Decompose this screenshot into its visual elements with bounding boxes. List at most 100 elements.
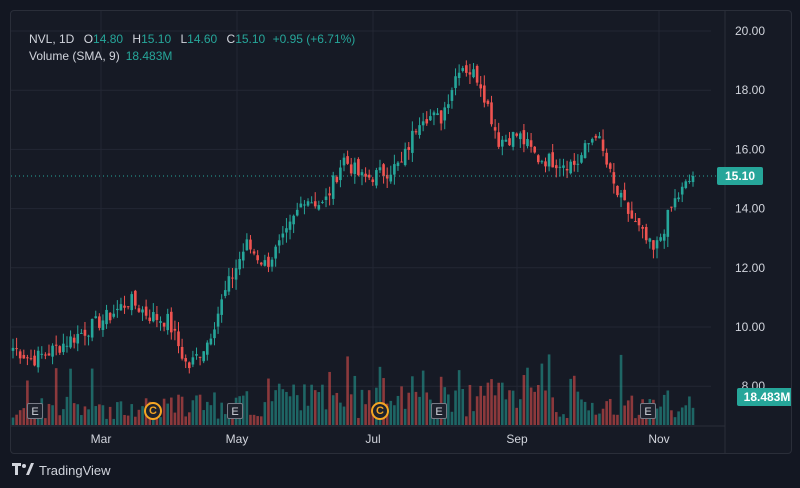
candle-body — [648, 238, 652, 242]
candle-body — [152, 312, 155, 322]
volume-bar — [54, 368, 58, 425]
volume-bar — [508, 390, 511, 425]
volume-bar — [342, 406, 346, 425]
volume-bar — [497, 382, 501, 425]
volume-bar — [529, 387, 533, 425]
volume-bar — [551, 397, 554, 425]
volume-bar — [213, 392, 216, 425]
chart-panel[interactable]: 20.00 18.00 16.00 14.00 12.00 10.00 8.00 Mar May… — [10, 10, 792, 454]
candle-body — [576, 163, 580, 165]
candle-body — [497, 132, 501, 147]
candle-body — [540, 161, 544, 163]
candle-body — [335, 176, 339, 183]
candle-body — [148, 317, 152, 322]
volume-bar — [202, 410, 205, 425]
candle-body — [590, 138, 594, 143]
volume-bar — [465, 416, 468, 425]
candle-body — [44, 354, 47, 356]
candle-body — [33, 355, 36, 366]
candle-body — [51, 345, 54, 357]
volume-bar — [58, 415, 62, 425]
volume-bar — [184, 416, 187, 425]
volume-bar — [72, 403, 76, 425]
volume-bar — [231, 418, 234, 425]
candle-body — [65, 345, 69, 347]
candle-body — [198, 356, 202, 358]
symbol-label: NVL, 1D — [29, 32, 75, 46]
candle-body — [76, 333, 80, 344]
volume-bar — [328, 371, 331, 425]
candle-body — [105, 309, 108, 325]
volume-bar — [162, 398, 166, 425]
volume-bar — [357, 417, 360, 425]
earnings-marker[interactable]: E — [227, 403, 243, 419]
candle-body — [40, 353, 44, 355]
volume-bar — [209, 405, 213, 425]
earnings-marker[interactable]: E — [640, 403, 656, 419]
candle-body — [223, 290, 227, 296]
tradingview-brand[interactable]: TradingView — [12, 462, 111, 478]
dividend-marker[interactable]: C — [371, 402, 389, 420]
volume-bar — [468, 384, 472, 425]
candle-body — [177, 331, 180, 347]
candle-body — [29, 358, 33, 360]
candle-body — [249, 239, 252, 250]
volume-bar — [519, 399, 522, 425]
volume-bar — [87, 409, 90, 425]
candle-body — [98, 316, 101, 328]
volume-bar — [349, 394, 353, 425]
candle-body — [137, 308, 141, 312]
candle-body — [594, 135, 598, 138]
volume-bar — [662, 394, 666, 425]
candle-body — [565, 168, 569, 171]
candle-body — [241, 251, 245, 261]
candle-body — [324, 196, 328, 201]
y-tick-label: 12.00 — [735, 261, 765, 275]
candle-body — [47, 353, 51, 356]
candle-body — [80, 332, 83, 334]
x-tick-label: Sep — [506, 432, 528, 446]
volume-bar — [429, 399, 432, 425]
candle-body — [587, 143, 590, 145]
volume-bar — [522, 375, 526, 425]
candle-body — [605, 152, 608, 165]
candle-body — [425, 119, 429, 124]
earnings-marker[interactable]: E — [27, 403, 43, 419]
candle-body — [281, 233, 285, 238]
volume-bar — [249, 414, 252, 425]
candle-body — [389, 174, 393, 182]
candle-body — [659, 237, 662, 241]
candle-body — [22, 354, 26, 359]
volume-bar — [252, 414, 256, 425]
volume-bar — [479, 385, 483, 425]
volume-bar — [324, 409, 328, 425]
candle-body — [187, 362, 191, 369]
volume-bar — [159, 417, 162, 425]
candle-body — [346, 156, 349, 164]
volume-bar — [18, 410, 22, 425]
volume-bar — [285, 391, 288, 425]
candle-body — [263, 260, 267, 266]
volume-bar — [353, 375, 357, 425]
volume-value-tag: 18.483M — [737, 388, 791, 406]
volume-bar — [198, 394, 202, 425]
volume-bar — [33, 414, 36, 425]
candle-body — [54, 344, 58, 346]
earnings-marker[interactable]: E — [431, 403, 447, 419]
volume-bar — [655, 408, 659, 425]
low-label: L — [180, 32, 188, 46]
volume-bar — [421, 370, 425, 425]
volume-bar — [554, 412, 558, 425]
candle-body — [558, 166, 562, 168]
candle-body — [569, 161, 572, 174]
volume-bar — [659, 406, 662, 425]
volume-bar — [414, 391, 418, 425]
dividend-marker[interactable]: C — [144, 402, 162, 420]
tradingview-logo-icon — [12, 462, 34, 478]
volume-bar — [259, 416, 263, 425]
candle-body — [94, 316, 98, 319]
candle-body — [303, 204, 306, 206]
volume-bar — [457, 370, 461, 425]
candle-body — [15, 348, 18, 350]
